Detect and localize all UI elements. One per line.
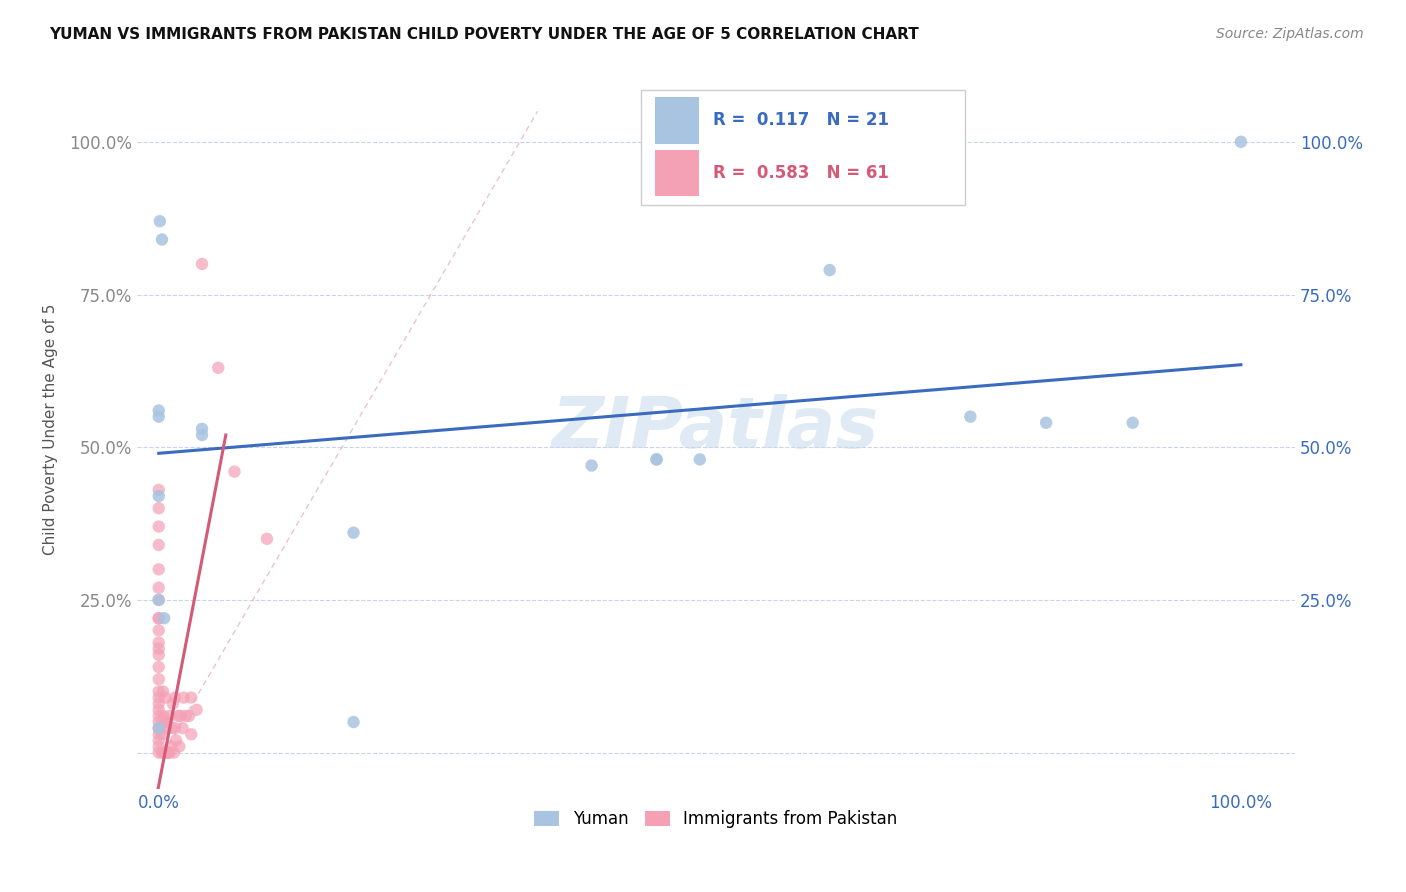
Point: [150, 233, 173, 247]
Point: [148, 727, 170, 741]
Point: [818, 263, 841, 277]
Point: [155, 721, 177, 735]
Point: [148, 611, 170, 625]
Point: [150, 727, 173, 741]
Point: [959, 409, 981, 424]
Point: [148, 721, 170, 735]
Point: [148, 593, 170, 607]
Point: [159, 746, 181, 760]
Point: [156, 714, 179, 729]
Point: [148, 519, 170, 533]
Point: [645, 452, 668, 467]
Point: [180, 690, 202, 705]
Point: [155, 690, 177, 705]
Y-axis label: Child Poverty Under the Age of 5: Child Poverty Under the Age of 5: [44, 303, 58, 555]
Point: [148, 489, 170, 503]
Point: [1035, 416, 1057, 430]
Point: [645, 452, 668, 467]
Point: [169, 709, 191, 723]
Point: [148, 641, 170, 656]
Text: R =  0.117   N = 21: R = 0.117 N = 21: [713, 112, 889, 129]
Point: [1230, 135, 1253, 149]
FancyBboxPatch shape: [641, 90, 965, 205]
Point: [148, 538, 170, 552]
Point: [148, 483, 170, 497]
Point: [174, 709, 197, 723]
Point: [169, 739, 191, 754]
Point: [191, 422, 214, 436]
Point: [156, 746, 179, 760]
Point: [152, 684, 174, 698]
Point: [148, 562, 170, 576]
Point: [191, 428, 214, 442]
Point: [153, 611, 176, 625]
Point: [148, 581, 170, 595]
Point: [160, 721, 183, 735]
Point: [155, 746, 177, 760]
Point: [163, 721, 186, 735]
Legend: Yuman, Immigrants from Pakistan: Yuman, Immigrants from Pakistan: [527, 804, 904, 835]
Point: [148, 611, 170, 625]
Point: [148, 703, 170, 717]
Point: [148, 739, 170, 754]
Point: [172, 721, 194, 735]
Point: [581, 458, 603, 473]
Point: [224, 465, 246, 479]
Point: [689, 452, 711, 467]
Point: [162, 697, 184, 711]
Point: [150, 746, 173, 760]
Point: [148, 673, 170, 687]
Point: [167, 709, 190, 723]
Point: [148, 409, 170, 424]
Point: [177, 709, 200, 723]
Point: [256, 532, 278, 546]
Point: [173, 690, 195, 705]
Bar: [655, 150, 699, 196]
Point: [157, 746, 180, 760]
Point: [159, 709, 181, 723]
Point: [148, 714, 170, 729]
Point: [342, 525, 364, 540]
Point: [1122, 416, 1144, 430]
Point: [148, 624, 170, 638]
Point: [148, 690, 170, 705]
Point: [148, 403, 170, 417]
Point: [191, 257, 214, 271]
Point: [180, 727, 202, 741]
Point: [163, 690, 186, 705]
Point: [207, 360, 229, 375]
Point: [148, 746, 170, 760]
Point: [148, 721, 170, 735]
Point: [148, 684, 170, 698]
Point: [186, 703, 208, 717]
Text: R =  0.583   N = 61: R = 0.583 N = 61: [713, 164, 889, 182]
Point: [148, 635, 170, 649]
Text: Source: ZipAtlas.com: Source: ZipAtlas.com: [1216, 27, 1364, 41]
Text: ZIPatlas: ZIPatlas: [553, 394, 880, 463]
Point: [148, 648, 170, 662]
Point: [148, 697, 170, 711]
Point: [148, 709, 170, 723]
Point: [148, 593, 170, 607]
Point: [342, 714, 364, 729]
Text: YUMAN VS IMMIGRANTS FROM PAKISTAN CHILD POVERTY UNDER THE AGE OF 5 CORRELATION C: YUMAN VS IMMIGRANTS FROM PAKISTAN CHILD …: [49, 27, 920, 42]
Point: [148, 660, 170, 674]
Point: [165, 733, 187, 747]
Point: [149, 214, 172, 228]
Bar: [655, 97, 699, 144]
Point: [148, 501, 170, 516]
Point: [159, 739, 181, 754]
Point: [153, 714, 176, 729]
Point: [152, 709, 174, 723]
Point: [163, 746, 186, 760]
Point: [153, 746, 176, 760]
Point: [148, 733, 170, 747]
